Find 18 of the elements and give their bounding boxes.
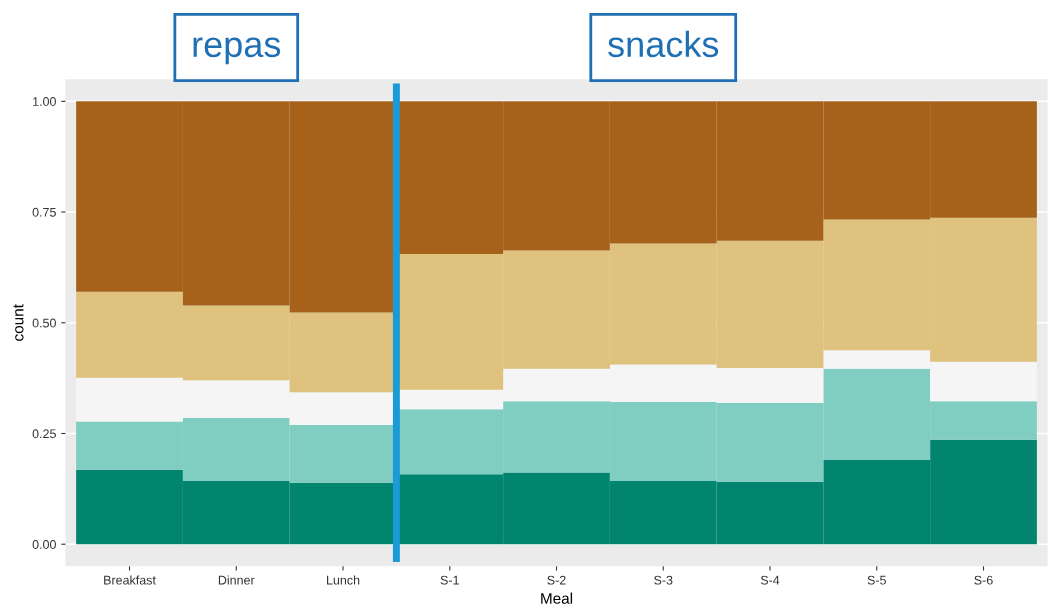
x-tick-label: S-3 — [654, 575, 673, 585]
x-tick-label: S-4 — [760, 575, 780, 585]
x-axis-title: Meal — [541, 592, 573, 604]
x-tick-label: S-5 — [867, 575, 886, 585]
y-tick-label: 0.25 — [32, 429, 56, 439]
x-tick-label: Breakfast — [104, 575, 156, 585]
y-tick-label: 0.00 — [32, 540, 56, 549]
x-tick-label: S-6 — [974, 575, 993, 585]
y-tick-label: 0.50 — [32, 318, 56, 328]
y-tick-label: 0.75 — [32, 207, 56, 217]
text: repas — [193, 37, 281, 65]
y-axis-title: count — [13, 304, 24, 341]
y-tick-label: 1.00 — [33, 97, 56, 106]
x-tick-label: Dinner — [218, 575, 255, 585]
x-tick-label: S-1 — [440, 575, 459, 585]
x-tick-label: Lunch — [327, 575, 360, 585]
text: snacks — [608, 30, 719, 58]
x-tick-label: S-2 — [547, 575, 566, 585]
